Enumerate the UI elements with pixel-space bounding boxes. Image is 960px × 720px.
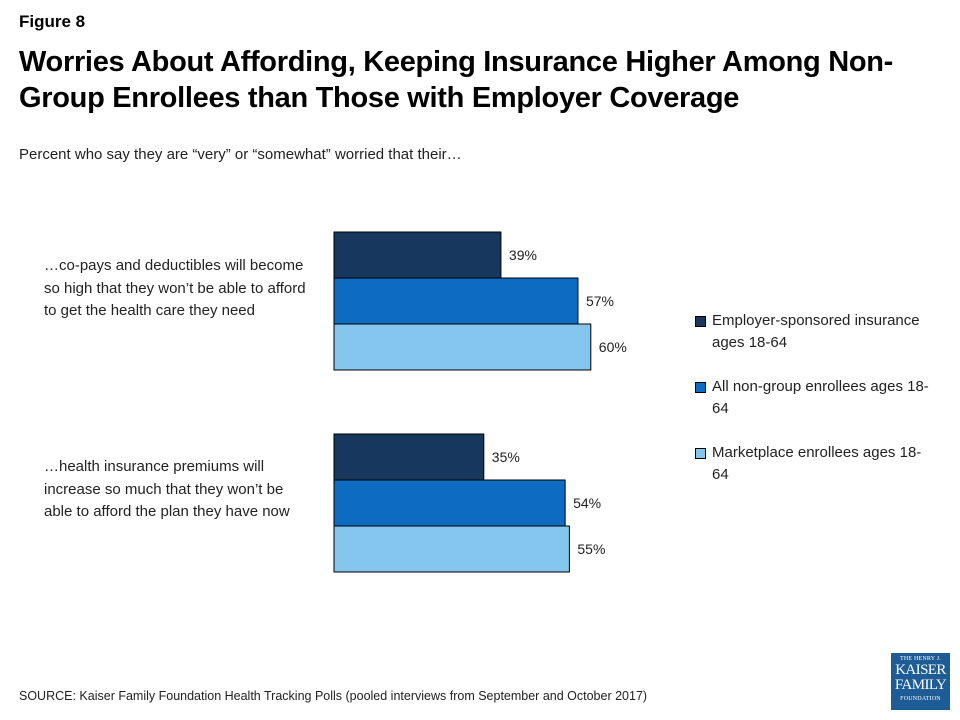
data-label-premiums-non-group: 54% (573, 495, 601, 511)
kff-logo: THE HENRY J. KAISER FAMILY FOUNDATION (891, 653, 950, 710)
legend-label-marketplace: Marketplace enrollees ages 18-64 (712, 444, 922, 483)
logo-line-1: THE HENRY J. (899, 656, 941, 662)
chart-subtitle: Percent who say they are “very” or “some… (19, 146, 462, 163)
logo-line-4: FOUNDATION (900, 696, 941, 702)
data-label-copays-employer: 39% (509, 247, 537, 263)
legend: Employer-sponsored insurance ages 18-64 … (695, 310, 935, 508)
legend-swatch-marketplace (695, 448, 706, 459)
bar-premiums-non-group (333, 479, 566, 527)
legend-item-marketplace: Marketplace enrollees ages 18-64 (695, 442, 935, 486)
bar-premiums-employer (333, 433, 485, 481)
legend-label-non-group: All non-group enrollees ages 18-64 (712, 378, 929, 417)
data-label-copays-marketplace: 60% (599, 339, 627, 355)
logo-line-3: FAMILY (894, 677, 947, 693)
bar-copays-non-group (333, 277, 579, 325)
legend-swatch-non-group (695, 382, 706, 393)
chart-title: Worries About Affording, Keeping Insuran… (19, 46, 894, 114)
bar-premiums-marketplace (333, 525, 570, 573)
category-label-premiums: …health insurance premiums will increase… (44, 458, 290, 520)
legend-item-non-group: All non-group enrollees ages 18-64 (695, 376, 935, 420)
legend-swatch-employer (695, 316, 706, 327)
legend-label-employer: Employer-sponsored insurance ages 18-64 (712, 312, 920, 351)
bar-copays-employer (333, 231, 502, 279)
legend-item-employer: Employer-sponsored insurance ages 18-64 (695, 310, 935, 354)
bar-copays-marketplace (333, 323, 592, 371)
data-label-copays-non-group: 57% (586, 293, 614, 309)
source-note: SOURCE: Kaiser Family Foundation Health … (19, 689, 648, 703)
logo-line-2: KAISER (895, 662, 946, 678)
data-label-premiums-employer: 35% (492, 449, 520, 465)
figure-label: Figure 8 (19, 12, 86, 31)
data-label-premiums-marketplace: 55% (577, 541, 605, 557)
category-label-copays: …co-pays and deductibles will become so … (44, 257, 306, 319)
